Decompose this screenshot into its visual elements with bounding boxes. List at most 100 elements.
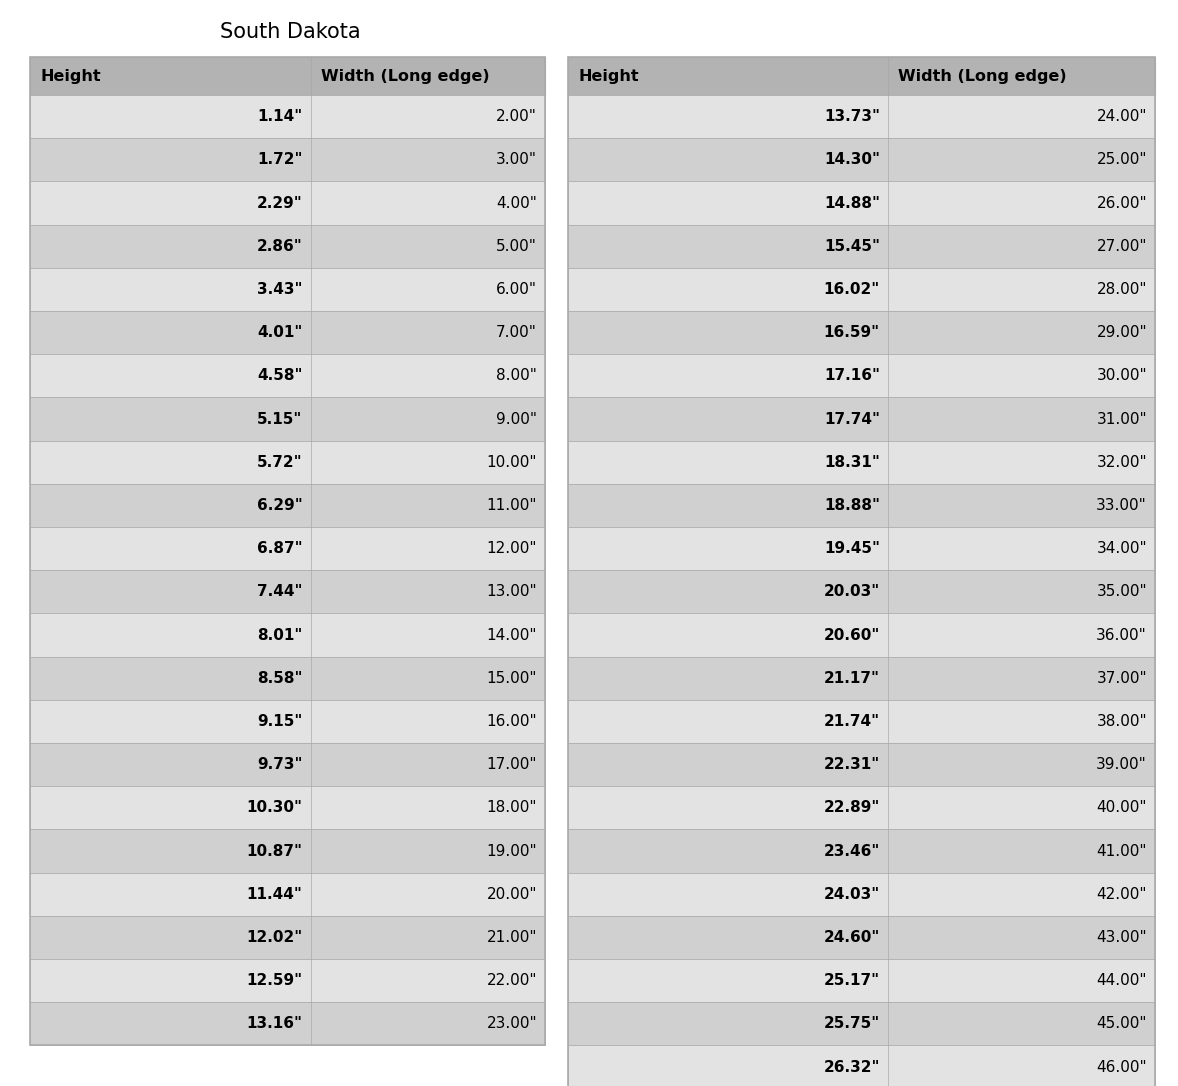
Text: 20.03": 20.03" bbox=[823, 584, 880, 599]
Text: 11.44": 11.44" bbox=[247, 886, 303, 901]
Text: 21.17": 21.17" bbox=[823, 671, 880, 685]
Text: 13.16": 13.16" bbox=[246, 1016, 303, 1032]
Bar bbox=[29, 268, 545, 311]
Text: 21.00": 21.00" bbox=[487, 930, 537, 945]
Bar bbox=[568, 397, 1154, 441]
Text: 7.44": 7.44" bbox=[257, 584, 303, 599]
Text: 13.73": 13.73" bbox=[823, 109, 880, 124]
Bar bbox=[568, 311, 1154, 354]
Text: 16.00": 16.00" bbox=[487, 714, 537, 729]
Text: Width (Long edge): Width (Long edge) bbox=[898, 68, 1066, 84]
Bar bbox=[568, 915, 1154, 959]
Bar bbox=[29, 311, 545, 354]
Bar bbox=[29, 397, 545, 441]
Text: 43.00": 43.00" bbox=[1097, 930, 1147, 945]
Bar bbox=[29, 483, 545, 527]
Text: 23.46": 23.46" bbox=[823, 844, 880, 859]
Bar bbox=[568, 1046, 1154, 1086]
Text: 41.00": 41.00" bbox=[1097, 844, 1147, 859]
Text: 42.00": 42.00" bbox=[1097, 886, 1147, 901]
Text: 8.01": 8.01" bbox=[257, 628, 303, 643]
Bar bbox=[568, 56, 1154, 94]
Text: 32.00": 32.00" bbox=[1097, 455, 1147, 470]
Text: 46.00": 46.00" bbox=[1097, 1060, 1147, 1074]
Text: 15.00": 15.00" bbox=[487, 671, 537, 685]
Text: 2.86": 2.86" bbox=[257, 239, 303, 254]
Text: 5.00": 5.00" bbox=[496, 239, 537, 254]
Text: 21.74": 21.74" bbox=[823, 714, 880, 729]
Text: 33.00": 33.00" bbox=[1097, 497, 1147, 513]
Bar bbox=[29, 570, 545, 614]
Bar bbox=[29, 94, 545, 138]
Bar bbox=[29, 959, 545, 1002]
Text: 11.00": 11.00" bbox=[487, 497, 537, 513]
Text: 23.00": 23.00" bbox=[487, 1016, 537, 1032]
Text: 2.29": 2.29" bbox=[257, 195, 303, 211]
Text: 17.74": 17.74" bbox=[823, 412, 880, 427]
Bar bbox=[568, 830, 1154, 872]
Text: 24.60": 24.60" bbox=[823, 930, 880, 945]
Text: 20.00": 20.00" bbox=[487, 886, 537, 901]
Text: 8.58": 8.58" bbox=[257, 671, 303, 685]
Bar bbox=[568, 181, 1154, 225]
Text: 12.00": 12.00" bbox=[487, 541, 537, 556]
Text: 35.00": 35.00" bbox=[1097, 584, 1147, 599]
Text: South Dakota: South Dakota bbox=[219, 22, 360, 42]
Bar bbox=[568, 354, 1154, 397]
Text: 16.59": 16.59" bbox=[823, 325, 880, 340]
Text: 24.03": 24.03" bbox=[823, 886, 880, 901]
Text: 40.00": 40.00" bbox=[1097, 800, 1147, 816]
Bar bbox=[568, 268, 1154, 311]
Text: 17.00": 17.00" bbox=[487, 757, 537, 772]
Text: 8.00": 8.00" bbox=[496, 368, 537, 383]
Text: 39.00": 39.00" bbox=[1097, 757, 1147, 772]
Text: 30.00": 30.00" bbox=[1097, 368, 1147, 383]
Text: 34.00": 34.00" bbox=[1097, 541, 1147, 556]
Text: 9.00": 9.00" bbox=[496, 412, 537, 427]
Text: 4.00": 4.00" bbox=[496, 195, 537, 211]
Text: 37.00": 37.00" bbox=[1097, 671, 1147, 685]
Bar bbox=[29, 56, 545, 1046]
Text: 19.00": 19.00" bbox=[487, 844, 537, 859]
Text: 18.88": 18.88" bbox=[823, 497, 880, 513]
Text: 10.30": 10.30" bbox=[246, 800, 303, 816]
Text: 3.00": 3.00" bbox=[496, 152, 537, 167]
Bar bbox=[568, 225, 1154, 268]
Bar bbox=[29, 872, 545, 915]
Text: Height: Height bbox=[578, 68, 638, 84]
Text: 26.32": 26.32" bbox=[823, 1060, 880, 1074]
Text: 25.17": 25.17" bbox=[823, 973, 880, 988]
Text: 44.00": 44.00" bbox=[1097, 973, 1147, 988]
Text: 31.00": 31.00" bbox=[1097, 412, 1147, 427]
Bar bbox=[568, 483, 1154, 527]
Text: 14.30": 14.30" bbox=[823, 152, 880, 167]
Text: 2.00": 2.00" bbox=[496, 109, 537, 124]
Bar bbox=[568, 959, 1154, 1002]
Text: 17.16": 17.16" bbox=[823, 368, 880, 383]
Text: 28.00": 28.00" bbox=[1097, 282, 1147, 296]
Bar bbox=[29, 830, 545, 872]
Bar bbox=[29, 614, 545, 657]
Text: 4.58": 4.58" bbox=[257, 368, 303, 383]
Text: 14.00": 14.00" bbox=[487, 628, 537, 643]
Text: 22.31": 22.31" bbox=[823, 757, 880, 772]
Text: 15.45": 15.45" bbox=[823, 239, 880, 254]
Text: 18.00": 18.00" bbox=[487, 800, 537, 816]
Text: 9.15": 9.15" bbox=[257, 714, 303, 729]
Bar bbox=[568, 527, 1154, 570]
Bar bbox=[29, 699, 545, 743]
Text: 12.59": 12.59" bbox=[246, 973, 303, 988]
Text: 45.00": 45.00" bbox=[1097, 1016, 1147, 1032]
Text: 5.15": 5.15" bbox=[257, 412, 303, 427]
Text: 10.87": 10.87" bbox=[246, 844, 303, 859]
Text: 7.00": 7.00" bbox=[496, 325, 537, 340]
Text: 25.75": 25.75" bbox=[823, 1016, 880, 1032]
Text: 6.00": 6.00" bbox=[496, 282, 537, 296]
Text: 14.88": 14.88" bbox=[823, 195, 880, 211]
Text: 3.43": 3.43" bbox=[257, 282, 303, 296]
Bar bbox=[568, 786, 1154, 830]
Bar bbox=[568, 138, 1154, 181]
Bar bbox=[568, 441, 1154, 483]
Bar bbox=[29, 181, 545, 225]
Text: 5.72": 5.72" bbox=[257, 455, 303, 470]
